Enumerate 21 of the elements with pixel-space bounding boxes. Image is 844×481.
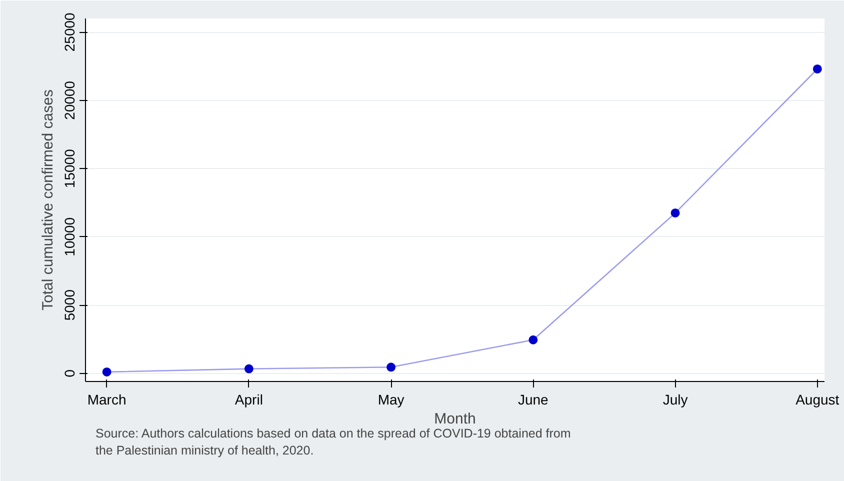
x-tick-label: March xyxy=(87,392,126,408)
point xyxy=(102,367,112,376)
y-tick-label: 20000 xyxy=(62,80,78,120)
y-tick-label: 5000 xyxy=(62,289,78,321)
point xyxy=(386,362,396,372)
y-axis-title: Total cumulative confirmed cases xyxy=(40,90,56,310)
x-tick-label: May xyxy=(378,392,404,408)
point xyxy=(812,64,822,74)
y-tick-label: 25000 xyxy=(62,12,78,52)
point xyxy=(528,335,538,344)
y-tick-label: 15000 xyxy=(62,148,78,188)
point xyxy=(244,364,254,374)
x-tick-label: June xyxy=(518,392,549,408)
source-note: Source: Authors calculations based on data on the spread of COVID-19 obtained from the Palestinian ministry of health, 2020. xyxy=(96,426,571,458)
x-tick-label: July xyxy=(662,392,688,408)
x-axis-title: Month xyxy=(434,410,476,428)
y-tick-label: 0 xyxy=(62,369,78,378)
point xyxy=(670,208,680,218)
y-tick-label: 10000 xyxy=(62,217,78,256)
x-tick-label: April xyxy=(234,392,263,408)
x-tick-label: August xyxy=(796,392,840,408)
